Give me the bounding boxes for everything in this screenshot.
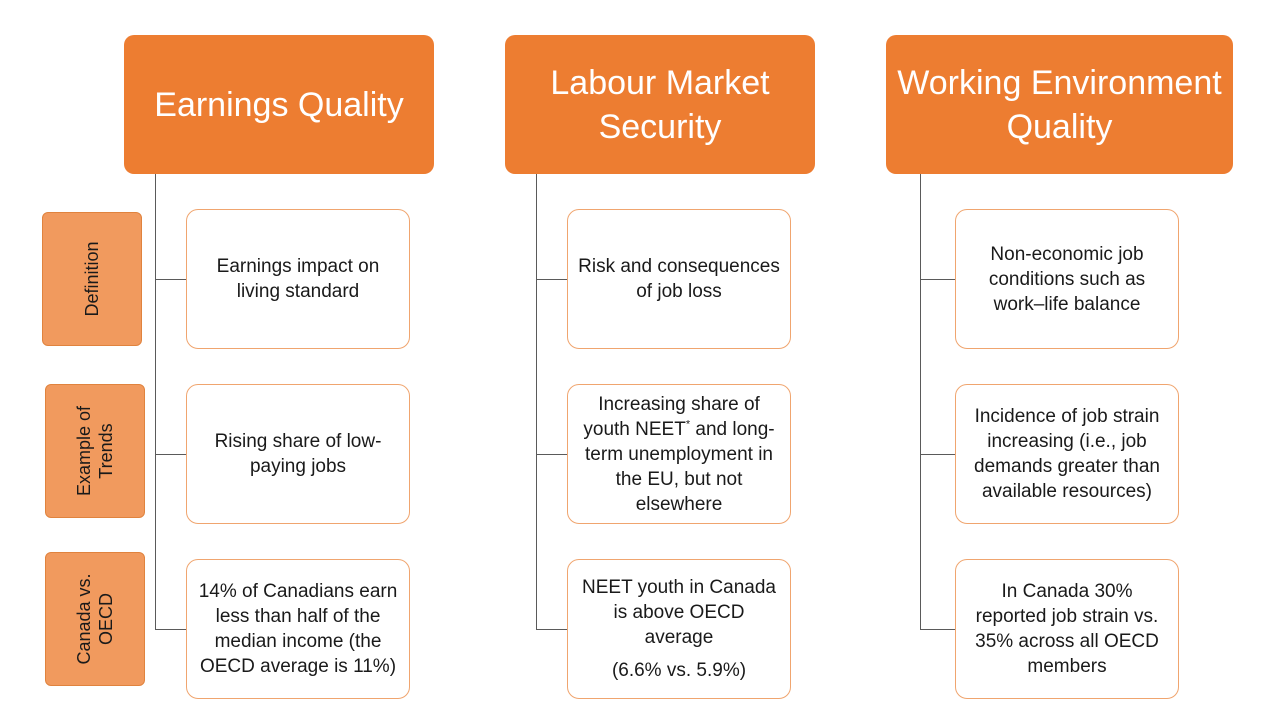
card-security-trends-text: Increasing share of youth NEET* and long… (583, 393, 775, 515)
connector-h-col3-row1 (920, 279, 955, 280)
connector-h-col2-row1 (536, 279, 567, 280)
card-environment-definition-text: Non-economic job conditions such as work… (988, 243, 1146, 315)
card-security-definition: Risk and consequences of job loss (567, 209, 791, 349)
card-security-canada-text: NEET youth in Canada is above OECD avera… (582, 577, 776, 648)
row-label-trends: Example of Trends (45, 384, 145, 518)
header-labour-market-security: Labour Market Security (505, 35, 815, 174)
header-earnings-quality-text: Earnings Quality (154, 85, 404, 124)
row-label-definition: Definition (42, 212, 142, 346)
card-earnings-definition-text: Earnings impact on living standard (216, 256, 380, 302)
row-label-trends-text: Example of Trends (74, 405, 116, 497)
card-security-trends: Increasing share of youth NEET* and long… (567, 384, 791, 524)
row-label-canada-vs-oecd: Canada vs. OECD (45, 552, 145, 686)
header-working-environment-quality-text: Working Environment Quality (897, 63, 1222, 146)
row-label-canada-vs-oecd-text: Canada vs. OECD (74, 573, 116, 665)
connector-vertical-col3 (920, 174, 921, 630)
connector-h-col2-row3 (536, 629, 567, 630)
footnote-marker: * (685, 418, 691, 431)
card-environment-trends-text: Incidence of job strain increasing (i.e.… (974, 406, 1160, 502)
card-earnings-trends: Rising share of low-paying jobs (186, 384, 410, 524)
header-earnings-quality: Earnings Quality (124, 35, 434, 174)
connector-vertical-col2 (536, 174, 537, 630)
connector-h-col3-row2 (920, 454, 955, 455)
connector-vertical-col1 (155, 174, 156, 630)
card-earnings-canada: 14% of Canadians earn less than half of … (186, 559, 410, 699)
header-working-environment-quality: Working Environment Quality (886, 35, 1233, 174)
card-earnings-definition: Earnings impact on living standard (186, 209, 410, 349)
card-earnings-trends-text: Rising share of low-paying jobs (214, 431, 382, 477)
card-security-canada-stat: (6.6% vs. 5.9%) (611, 660, 747, 681)
header-labour-market-security-text: Labour Market Security (550, 63, 770, 146)
connector-h-col1-row2 (155, 454, 186, 455)
card-environment-definition: Non-economic job conditions such as work… (955, 209, 1179, 349)
card-environment-canada: In Canada 30% reported job strain vs. 35… (955, 559, 1179, 699)
card-security-canada: NEET youth in Canada is above OECD avera… (567, 559, 791, 699)
connector-h-col1-row3 (155, 629, 186, 630)
card-environment-canada-text: In Canada 30% reported job strain vs. 35… (975, 581, 1159, 677)
card-security-definition-text: Risk and consequences of job loss (578, 256, 780, 302)
card-earnings-canada-text: 14% of Canadians earn less than half of … (198, 581, 398, 677)
row-label-definition-text: Definition (82, 241, 102, 317)
card-environment-trends: Incidence of job strain increasing (i.e.… (955, 384, 1179, 524)
connector-h-col1-row1 (155, 279, 186, 280)
connector-h-col3-row3 (920, 629, 955, 630)
connector-h-col2-row2 (536, 454, 567, 455)
